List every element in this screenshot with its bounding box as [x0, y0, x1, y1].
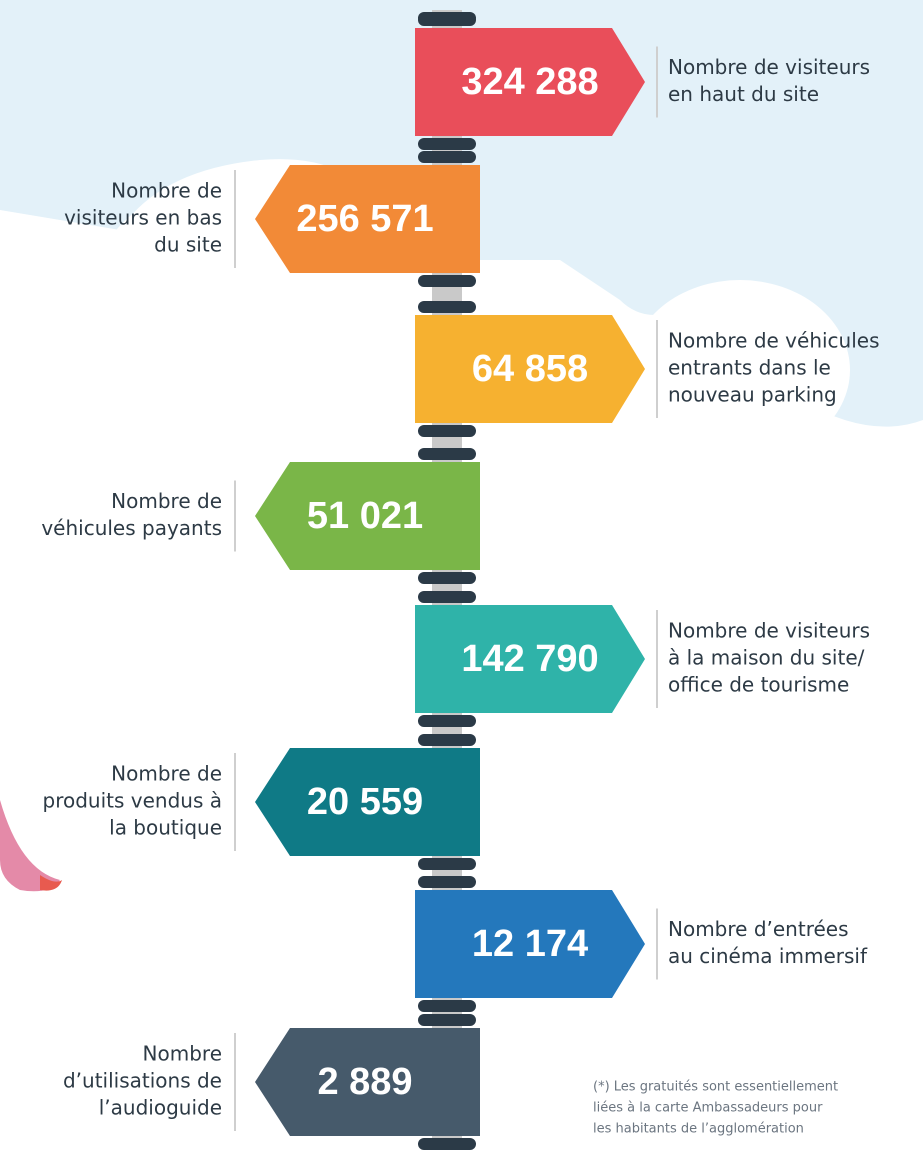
sign-label: Nombre de — [111, 762, 222, 786]
pole-cap — [418, 1138, 476, 1150]
sign-value: 51 021 — [307, 495, 423, 537]
sign-label: Nombre de visiteurs — [668, 619, 870, 643]
divider — [234, 480, 236, 552]
pole-cap — [418, 448, 476, 460]
sign-value: 64 858 — [472, 348, 588, 390]
pole-cap — [418, 1000, 476, 1012]
pole-cap — [418, 425, 476, 437]
sign-value: 20 559 — [307, 781, 423, 823]
sign-label: office de tourisme — [668, 673, 849, 697]
footnote: (*) Les gratuités sont essentiellement — [593, 1080, 838, 1095]
sign-label: nouveau parking — [668, 383, 837, 407]
sign — [255, 165, 480, 273]
sign — [415, 605, 645, 713]
sign-value: 256 571 — [296, 198, 433, 240]
sign-label: véhicules payants — [41, 516, 222, 540]
divider — [656, 908, 658, 980]
divider — [234, 170, 236, 268]
sign-label: entrants dans le — [668, 356, 831, 380]
sign-label: Nombre d’entrées — [668, 917, 849, 941]
pole-cap — [418, 715, 476, 727]
cloud — [630, 280, 850, 460]
sign-label: au cinéma immersif — [668, 944, 868, 968]
footnote: les habitants de l’agglomération — [593, 1122, 804, 1137]
sign-label: Nombre de véhicules — [668, 329, 880, 353]
sign-value: 324 288 — [461, 61, 598, 103]
decoration — [0, 800, 60, 892]
pole-cap — [418, 876, 476, 888]
sign-label: Nombre de — [111, 489, 222, 513]
sign-label: Nombre — [143, 1042, 222, 1066]
pole-cap — [418, 572, 476, 584]
sign — [415, 315, 645, 423]
sign-label: d’utilisations de — [63, 1069, 222, 1093]
sign — [415, 28, 645, 136]
divider — [656, 610, 658, 708]
pole-cap — [418, 151, 476, 163]
sign-label: l’audioguide — [99, 1096, 222, 1120]
sign-label: du site — [154, 233, 222, 257]
divider — [234, 753, 236, 851]
sign-label: visiteurs en bas — [64, 206, 222, 230]
sign-value: 12 174 — [472, 923, 588, 965]
sign — [255, 462, 480, 570]
footnote: liées à la carte Ambassadeurs pour — [593, 1101, 823, 1116]
pole-cap — [418, 734, 476, 746]
pole-cap — [418, 591, 476, 603]
sign-value: 142 790 — [461, 638, 598, 680]
sign-value: 2 889 — [317, 1061, 412, 1103]
pole-cap — [418, 858, 476, 870]
pole-cap — [418, 1014, 476, 1026]
divider — [656, 46, 658, 118]
pole-cap — [418, 138, 476, 150]
pole-cap — [418, 275, 476, 287]
sign — [415, 890, 645, 998]
divider — [656, 320, 658, 418]
decoration — [40, 875, 62, 891]
sign-label: produits vendus à — [43, 789, 222, 813]
sign — [255, 748, 480, 856]
sign-label: en haut du site — [668, 82, 819, 106]
divider — [234, 1033, 236, 1131]
pole-cap — [418, 14, 476, 26]
pole-cap — [418, 301, 476, 313]
sign-label: Nombre de visiteurs — [668, 55, 870, 79]
sign-label: à la maison du site/ — [668, 646, 865, 670]
sign — [255, 1028, 480, 1136]
sign-label: la boutique — [109, 816, 222, 840]
sign-label: Nombre de — [111, 179, 222, 203]
